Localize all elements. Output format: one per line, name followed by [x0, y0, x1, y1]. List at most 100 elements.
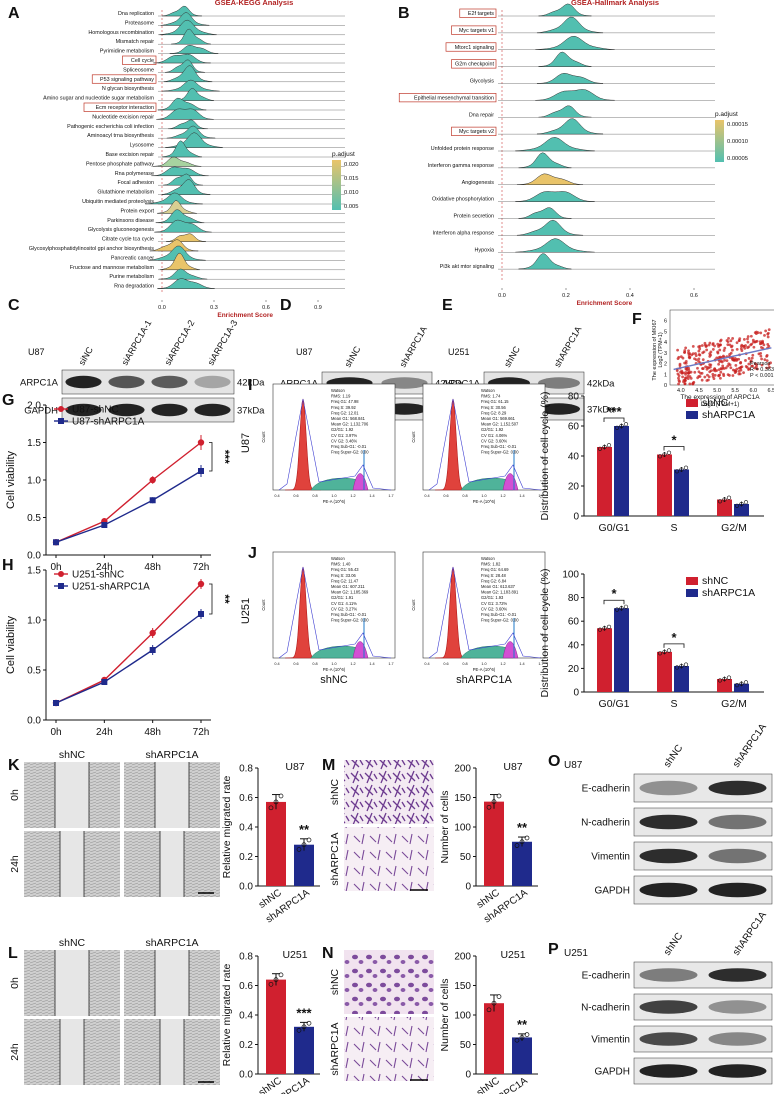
scatter-point — [735, 367, 739, 371]
data-point — [149, 629, 156, 637]
axis-label: Distribution of cell cycle (%) — [539, 569, 551, 698]
tick-label: 1 — [664, 372, 667, 378]
replicate-dot — [717, 499, 723, 504]
replicate-dot — [278, 793, 284, 799]
replicate-dot — [268, 981, 274, 987]
scatter-point — [700, 344, 704, 347]
blot-band — [108, 403, 145, 417]
category-label: G2/M — [721, 698, 747, 710]
pathway-label: Aminoacyl trna biosynthesis — [87, 133, 154, 139]
scatter-point — [711, 375, 715, 378]
scatter-point — [751, 338, 755, 342]
flow-xlabel: PE-A (10^6) — [323, 499, 346, 504]
highlight-box — [451, 126, 497, 136]
pathway-label: Glycolysis — [470, 79, 495, 85]
replicate-dot — [722, 497, 727, 502]
axis-label: Cell viability — [5, 615, 17, 674]
bar — [294, 844, 314, 886]
tick-label: 150 — [454, 793, 471, 804]
blot-band — [194, 375, 231, 389]
scatter-point — [694, 352, 697, 355]
tick-label: 4.0 — [677, 388, 685, 394]
pathway-label: Purine metabolism — [109, 274, 154, 280]
legend-title: p.adjust — [332, 151, 355, 158]
ridge-title: GSEA-Hallmark Analysis — [571, 0, 659, 7]
replicate-dot — [726, 675, 732, 680]
ridge-density — [535, 35, 615, 50]
blot-band — [708, 1064, 767, 1078]
protein-label: GAPDH — [594, 886, 630, 897]
cell-line-label: U87 — [503, 761, 522, 773]
tick-label: 60 — [568, 617, 580, 628]
ridge-title: GSEA-KEGG Analysis — [215, 0, 294, 7]
tick-label: 150 — [454, 981, 471, 992]
scatter-point — [708, 341, 712, 345]
flow-stat: Mean G1: 568.841 — [331, 416, 366, 421]
scatter-point — [729, 339, 733, 343]
flow-stat: Watson — [481, 388, 495, 393]
group-label: shNC — [320, 674, 348, 686]
legend-label: shNC — [702, 397, 729, 409]
pathway-label: Myc targets v2 — [459, 129, 494, 135]
tick-label: 60 — [568, 422, 580, 433]
pathway-label: Glycolysis gluconeogenesis — [88, 227, 155, 233]
scatter-point — [711, 348, 715, 351]
ridge-density — [536, 16, 604, 34]
scatter-point — [677, 374, 681, 377]
scatter-point — [697, 345, 701, 349]
scatter-point — [726, 343, 730, 347]
significance-mark: *** — [218, 450, 232, 464]
replicate-dot — [514, 843, 520, 848]
legend-label: shARPC1A — [702, 587, 755, 599]
tick-label: 200 — [454, 764, 471, 775]
cell-line-label: U251 — [240, 598, 252, 624]
pathway-label: Pancreatic cancer — [111, 255, 154, 261]
legend-swatch — [686, 411, 698, 419]
scatter-point — [746, 346, 749, 350]
replicate-dot — [679, 467, 684, 472]
scatter-point — [764, 329, 768, 333]
western-blot-P: U251shNCshARPC1AE-cadherin130kDaN-cadher… — [564, 910, 773, 1085]
row-label: 24h — [9, 855, 21, 873]
data-point — [197, 580, 205, 588]
pathway-label: P53 signaling pathway — [100, 77, 154, 83]
tick-label: 0.8 — [312, 662, 317, 666]
scatter-point — [704, 365, 708, 369]
bar — [734, 683, 749, 692]
ridge-xlabel: Enrichment Score — [217, 312, 273, 319]
tick-label: 40 — [568, 452, 580, 463]
flow-stat: CV G2: 3.60% — [481, 438, 508, 443]
colorbar-label: 0.00015 — [727, 122, 748, 128]
lane-label: shNC — [662, 931, 685, 958]
tick-label: 0.6 — [443, 662, 448, 666]
bar — [484, 801, 504, 886]
panel-letter-J: J — [248, 545, 257, 562]
flow-xlabel: PE-A (10^6) — [473, 499, 496, 504]
fit-curve — [428, 398, 542, 491]
tick-label: 0.4 — [424, 494, 429, 498]
tick-label: 0.4 — [274, 662, 279, 666]
panel-letter-L: L — [8, 945, 18, 962]
panel-letter-I: I — [248, 377, 252, 394]
tick-label: 1.7 — [538, 662, 543, 666]
cell-line-label: U251 — [448, 347, 470, 357]
significance-mark: * — [671, 630, 677, 645]
series-line — [55, 583, 202, 704]
pathway-label: Hypoxia — [475, 247, 494, 253]
pathway-label: Homologous recombination — [88, 30, 154, 36]
scatter-point — [697, 357, 701, 361]
scatter-point — [757, 352, 761, 356]
row-label: shNC — [329, 968, 341, 995]
data-point — [101, 679, 108, 685]
panel-letter-E: E — [442, 297, 453, 314]
kda-label: 42kDa — [237, 378, 265, 389]
ridge-density — [154, 219, 212, 233]
pathway-label: Citrate cycle tca cycle — [102, 237, 154, 243]
tick-label: 0.6 — [262, 305, 270, 311]
scatter-point — [691, 344, 695, 348]
tick-label: 0.8 — [239, 952, 253, 963]
replicate-dot — [722, 676, 727, 682]
bar — [512, 1037, 532, 1074]
tick-label: 6.5 — [768, 388, 774, 394]
tick-label: 0 — [465, 1070, 471, 1081]
